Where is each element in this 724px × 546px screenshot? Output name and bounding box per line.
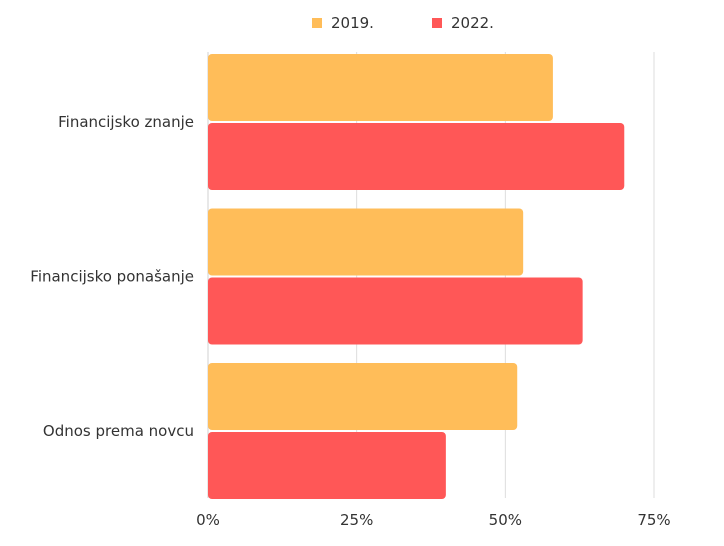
x-tick-label-3: 75% bbox=[637, 511, 670, 529]
legend-item-2022[interactable]: 2022. bbox=[432, 14, 494, 32]
x-tick-label-0: 0% bbox=[196, 511, 220, 529]
bar-2019-1[interactable] bbox=[208, 208, 524, 276]
legend-swatch-2022 bbox=[432, 18, 442, 28]
legend-label-2019: 2019. bbox=[331, 14, 374, 32]
legend: 2019. 2022. bbox=[0, 14, 724, 36]
x-tick-label-2: 50% bbox=[489, 511, 522, 529]
bar-2019-0[interactable] bbox=[208, 54, 553, 121]
x-tick-labels: 0% 25% 50% 75% bbox=[196, 511, 671, 529]
category-label-1: Financijsko ponašanje bbox=[30, 268, 194, 286]
category-label-0: Financijsko znanje bbox=[58, 113, 194, 131]
bar-2022-2[interactable] bbox=[208, 432, 446, 499]
category-labels: Financijsko znanje Financijsko ponašanje O… bbox=[30, 113, 194, 440]
bar-2022-1[interactable] bbox=[208, 277, 583, 345]
category-label-2: Odnos prema novcu bbox=[43, 422, 194, 440]
bar-2019-2[interactable] bbox=[208, 363, 518, 430]
legend-label-2022: 2022. bbox=[451, 14, 494, 32]
legend-item-2019[interactable]: 2019. bbox=[312, 14, 374, 32]
x-tick-label-1: 25% bbox=[340, 511, 373, 529]
bars bbox=[208, 54, 625, 499]
legend-swatch-2019 bbox=[312, 18, 322, 28]
bar-2022-0[interactable] bbox=[208, 123, 625, 190]
